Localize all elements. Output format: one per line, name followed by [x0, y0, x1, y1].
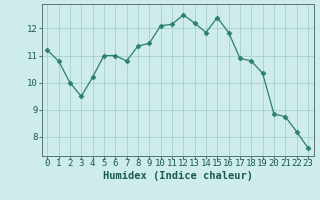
X-axis label: Humidex (Indice chaleur): Humidex (Indice chaleur) — [103, 171, 252, 181]
